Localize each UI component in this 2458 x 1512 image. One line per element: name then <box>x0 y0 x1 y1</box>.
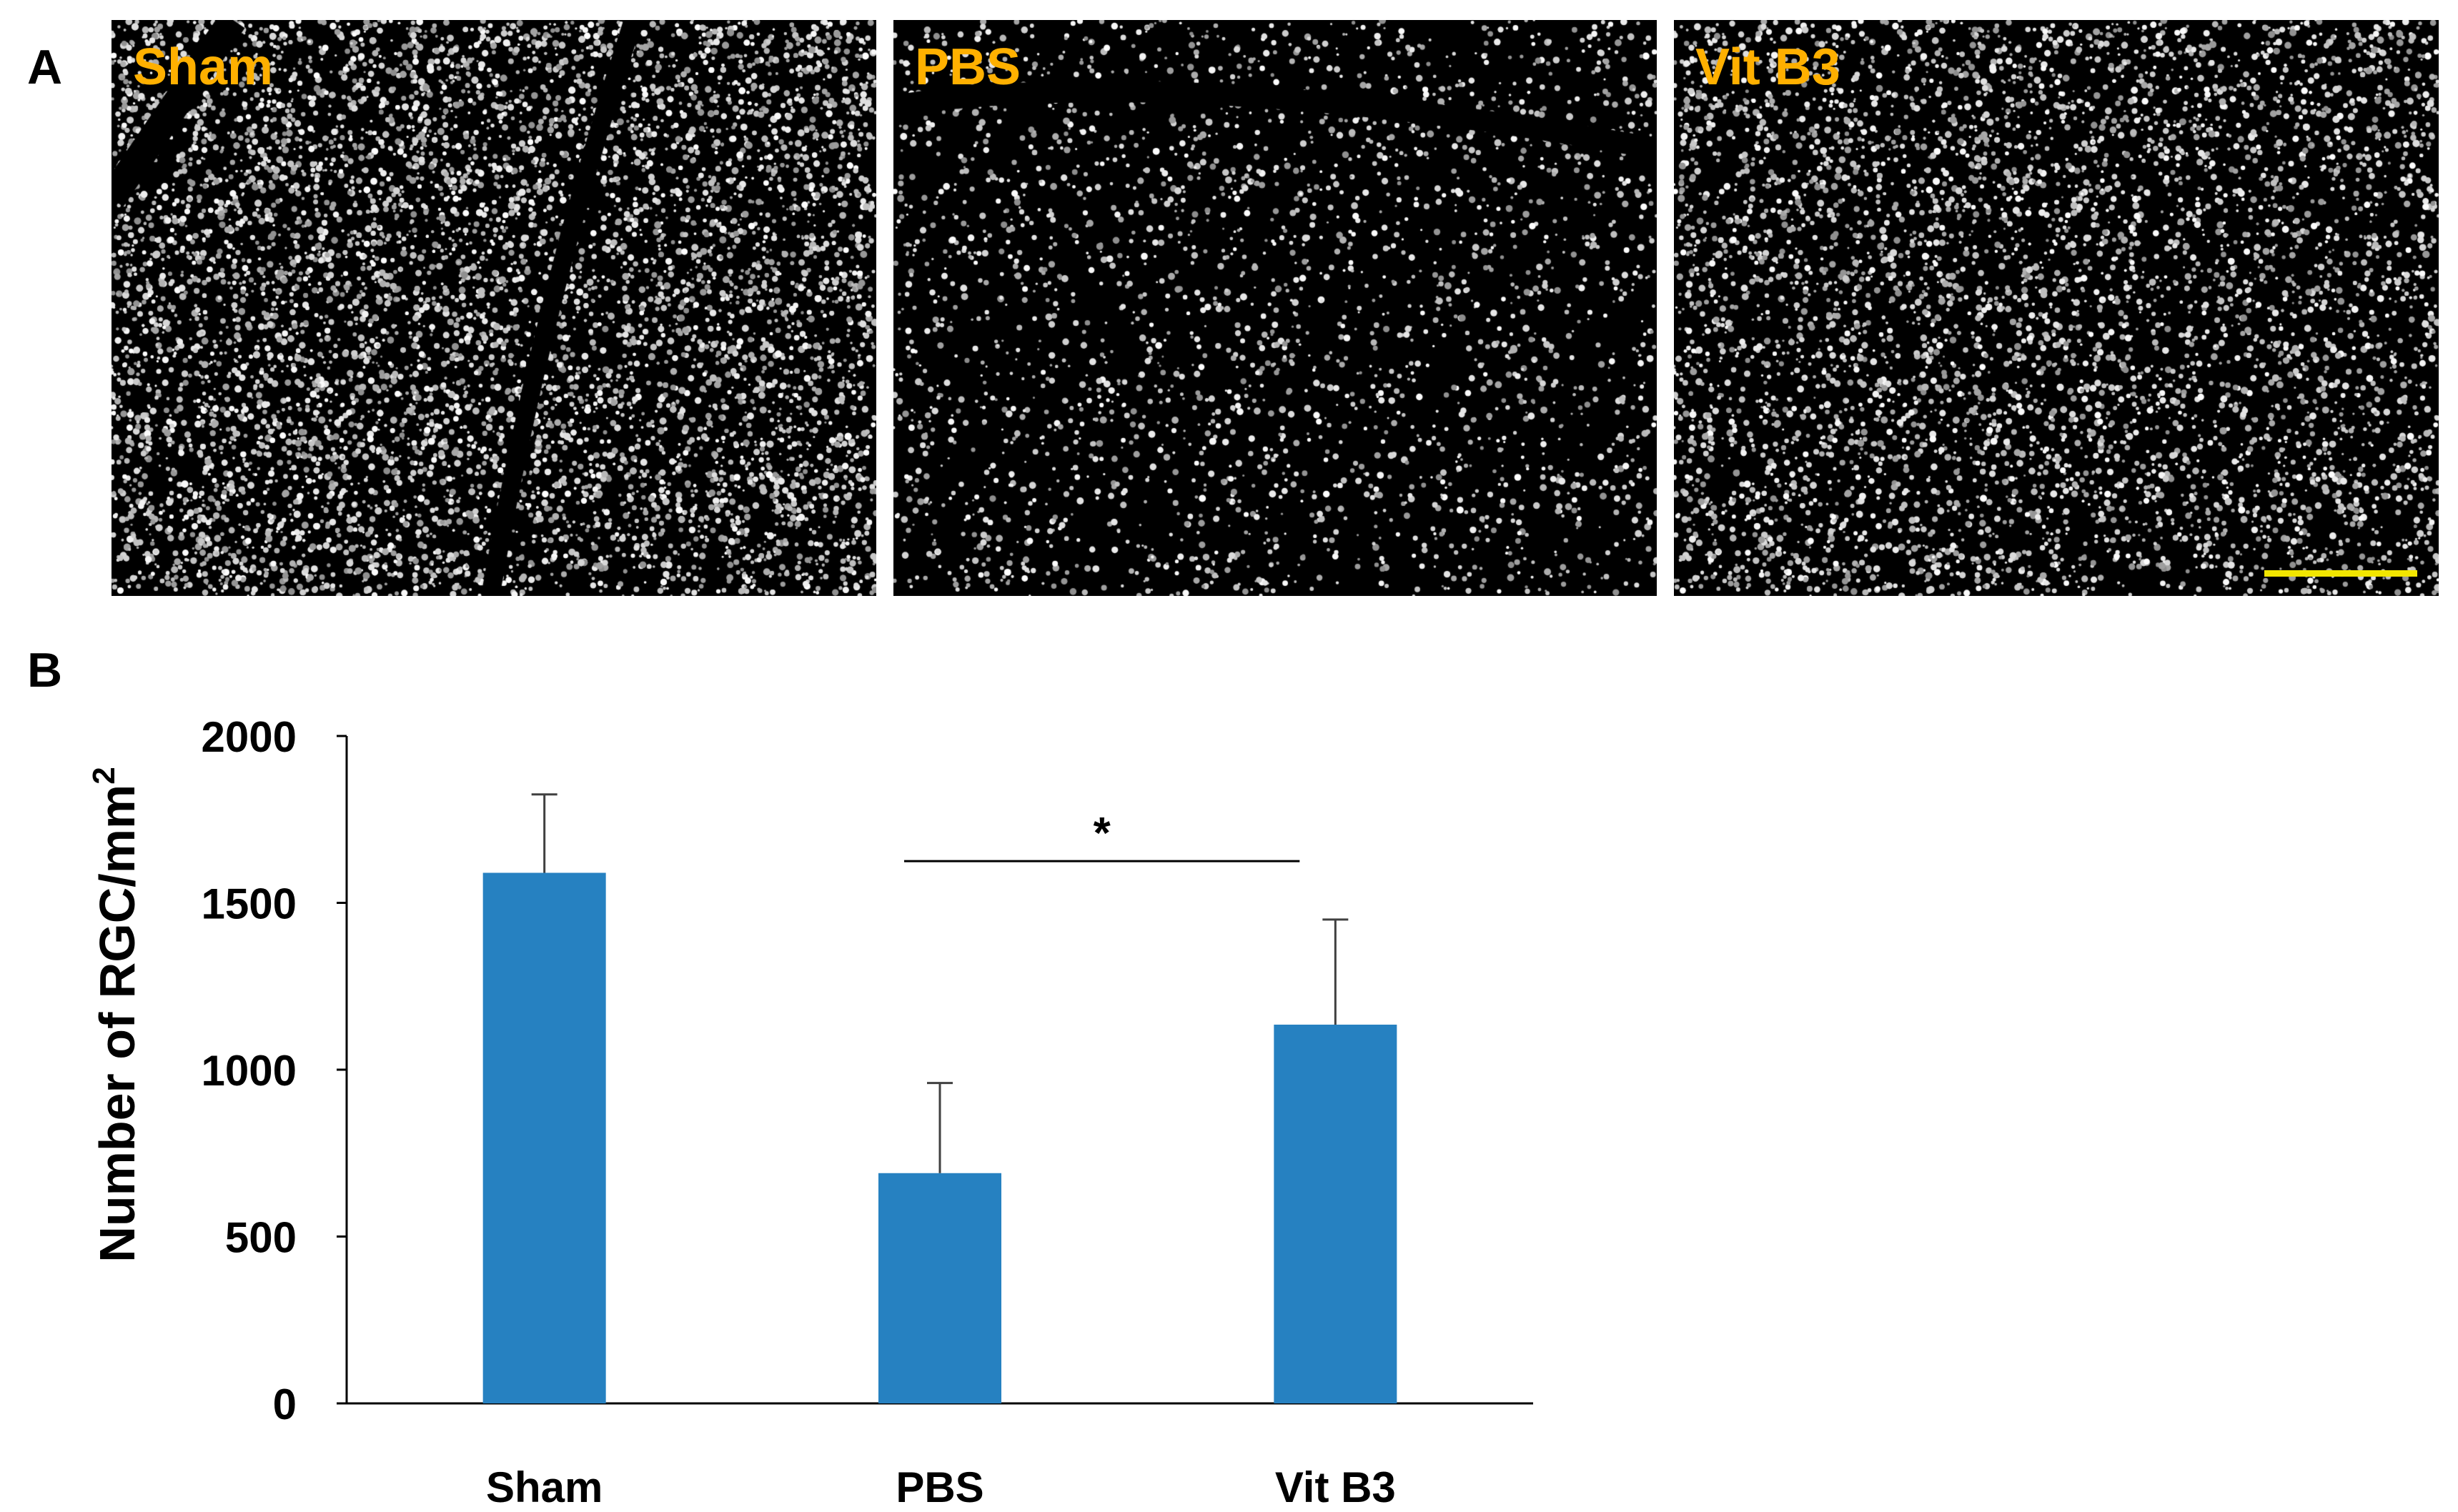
bars <box>482 872 1397 1403</box>
x-tick-label: PBS <box>896 1463 983 1511</box>
micrograph-pbs: PBS <box>893 20 1657 596</box>
micrograph-vitb3-label: Vit B3 <box>1695 39 1840 96</box>
y-axis-title: Number of RGC/mm2 <box>86 767 145 1262</box>
y-axis-title-text: Number of RGC/mm <box>89 785 145 1263</box>
micrograph-pbs-label: PBS <box>915 39 1021 96</box>
micrograph-vitb3: Vit B3 <box>1674 20 2439 596</box>
y-tick-label: 1000 <box>202 1047 297 1095</box>
y-axis-title-superscript: 2 <box>86 767 122 784</box>
bar-pbs <box>878 1173 1001 1403</box>
x-tick-label: Sham <box>486 1463 603 1511</box>
micrograph-vitb3-image <box>1674 20 2439 596</box>
error-bars <box>531 793 1349 1173</box>
y-tick-label: 500 <box>225 1214 297 1262</box>
x-axis: Sham PBS Vit B3 <box>347 1402 1533 1511</box>
y-tick-label: 2000 <box>202 713 297 761</box>
significance-star: * <box>1094 809 1111 858</box>
y-axis: 0 500 1000 1500 2000 <box>202 713 348 1428</box>
y-tick-label: 0 <box>273 1381 297 1428</box>
micrograph-sham-image <box>111 20 876 596</box>
micrograph-pbs-image <box>893 20 1657 596</box>
bar-sham <box>482 872 606 1403</box>
y-tick-label: 1500 <box>202 880 297 928</box>
micrograph-sham: Sham <box>111 20 876 596</box>
panel-a-label: A <box>27 40 63 94</box>
x-tick-label: Vit B3 <box>1275 1463 1396 1511</box>
significance-annotation: * <box>904 809 1300 862</box>
scale-bar <box>2264 570 2417 577</box>
panel-b-label: B <box>27 643 63 697</box>
bar-vit-b3 <box>1274 1024 1397 1403</box>
micrograph-sham-label: Sham <box>133 39 274 96</box>
